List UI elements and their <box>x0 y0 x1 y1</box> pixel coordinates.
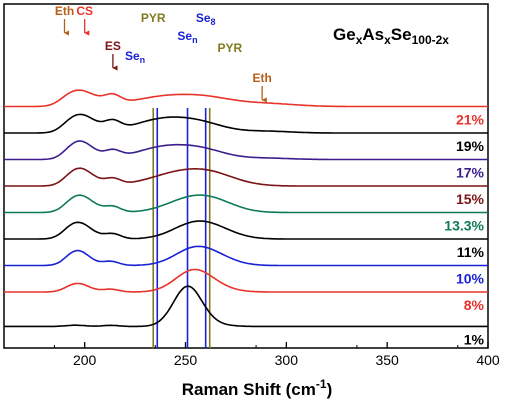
reference-line-label: PYR <box>141 11 166 25</box>
spectrum-line <box>4 140 488 161</box>
series-label: 21% <box>456 112 485 128</box>
x-tick-label: 300 <box>275 352 299 368</box>
series-label: 8% <box>464 297 485 313</box>
composition-labels: 21% 19% 17% 15% 13.3% 11% 10% 8% 1% <box>444 112 484 348</box>
spectrum-line <box>4 220 488 240</box>
chart-formula: GexAsxSe100-2x <box>333 25 449 47</box>
x-tick-label: 200 <box>73 352 97 368</box>
series-label: 15% <box>456 191 485 207</box>
peak-annotation: CS <box>76 4 93 18</box>
peak-annotation: ES <box>105 39 121 53</box>
plot-frame <box>3 3 489 349</box>
series-label: 13.3% <box>444 218 484 234</box>
series-label: 19% <box>456 138 485 154</box>
reference-line-label: Sen <box>177 29 197 45</box>
series-label: 1% <box>464 331 485 347</box>
series-label: 11% <box>457 244 485 260</box>
series-label: 10% <box>456 271 485 287</box>
reference-line-label: PYR <box>218 41 243 55</box>
x-tick-label: 350 <box>375 352 399 368</box>
x-tick-label: 400 <box>476 352 500 368</box>
reference-line-label: Sen <box>125 49 145 65</box>
x-axis: 200 250 300 350 400 <box>53 342 500 368</box>
spectrum-line <box>4 245 488 267</box>
spectrum-line <box>4 89 488 108</box>
spectra <box>4 89 488 328</box>
spectrum-line <box>4 167 488 187</box>
peak-annotation: Eth <box>55 4 74 18</box>
spectrum-line <box>4 194 488 214</box>
x-tick-label: 250 <box>174 352 198 368</box>
spectrum-line <box>4 113 488 134</box>
reference-line-label: Se8 <box>196 11 216 27</box>
x-axis-title: Raman Shift (cm-1) <box>182 377 332 399</box>
spectrum-line <box>4 268 488 293</box>
series-label: 17% <box>456 165 485 181</box>
spectrum-line <box>4 285 488 328</box>
peak-annotation: Eth <box>252 71 271 85</box>
